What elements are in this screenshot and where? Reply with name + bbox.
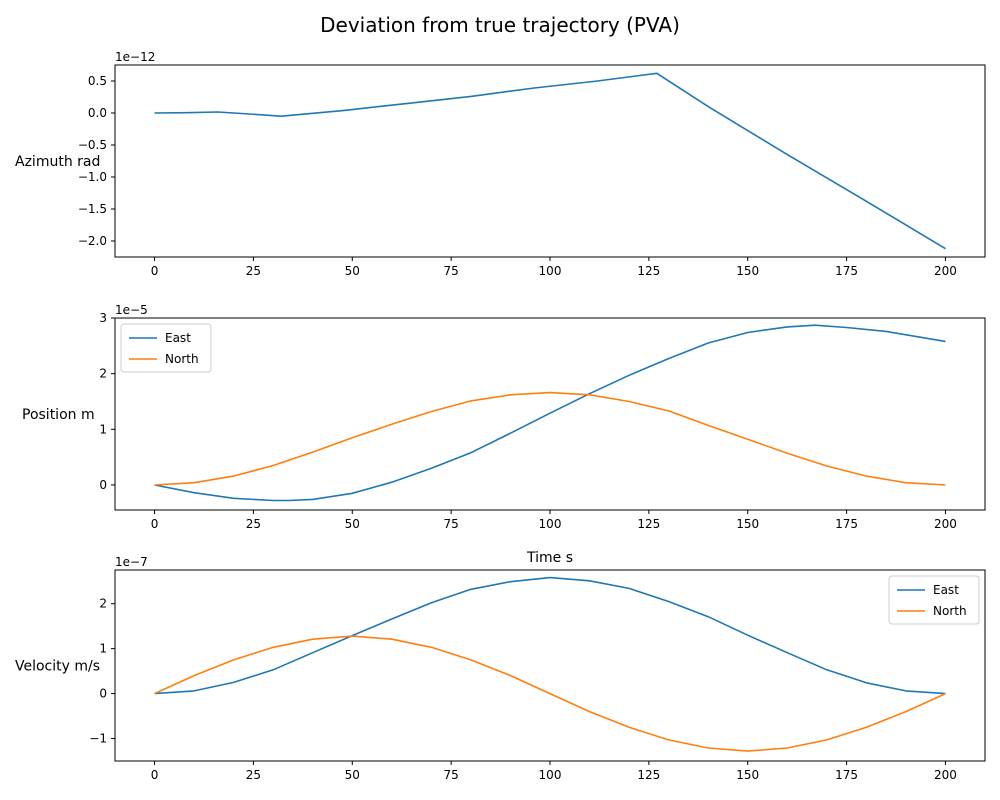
y-tick-label: −0.5 — [78, 138, 107, 152]
x-tick-label: 25 — [246, 768, 261, 782]
x-tick-label: 0 — [151, 264, 159, 278]
x-tick-label: 75 — [443, 264, 458, 278]
x-tick-label: 125 — [637, 517, 660, 531]
y-tick-label: 2 — [99, 597, 107, 611]
legend-label-east: East — [165, 331, 191, 345]
x-axis-label: Time s — [526, 550, 573, 566]
x-tick-label: 200 — [934, 768, 957, 782]
series-line-azimuth — [154, 72, 946, 250]
y-tick-label: −2.0 — [78, 234, 107, 248]
series-line-east — [154, 576, 946, 695]
y-tick-label: 3 — [99, 311, 107, 325]
y-tick-label: −1.0 — [78, 170, 107, 184]
subplot-1: 0 25 50 75 100 125 150 175 200 0.5 0.0 −0.5 −1.0 −1.5… — [15, 50, 986, 278]
axes-frame — [114, 569, 986, 762]
axis-offset-text: 1e−5 — [115, 303, 148, 317]
x-tick-label: 200 — [934, 264, 957, 278]
x-tick-label: 25 — [246, 264, 261, 278]
figure-title: Deviation from true trajectory (PVA) — [320, 13, 680, 37]
y-axis-label: Velocity m/s — [15, 659, 100, 675]
series-line-east — [154, 324, 946, 502]
legend: East North — [888, 575, 980, 625]
axis-offset-text: 1e−12 — [115, 50, 155, 64]
x-tick-label: 150 — [736, 517, 759, 531]
subplot-3: 0 25 50 75 100 125 150 175 200 2 1 0 −1 1e−7 Velocity … — [15, 555, 986, 782]
x-tick-label: 175 — [835, 768, 858, 782]
legend-box — [120, 323, 212, 373]
y-tick-label: 0.5 — [88, 74, 107, 88]
y-axis-label: Position m — [22, 407, 95, 423]
legend: East North — [120, 323, 212, 373]
x-tick-label: 150 — [736, 768, 759, 782]
x-tick-label: 50 — [345, 768, 360, 782]
axes-frame — [114, 64, 986, 258]
y-tick-label: 1 — [99, 642, 107, 656]
x-tick-label: 150 — [736, 264, 759, 278]
legend-box — [888, 575, 980, 625]
y-tick-label: 0 — [99, 478, 107, 492]
x-tick-label: 175 — [835, 264, 858, 278]
x-tick-label: 50 — [345, 517, 360, 531]
y-tick-label: 0.0 — [88, 106, 107, 120]
x-tick-label: 100 — [539, 264, 562, 278]
x-tick-label: 175 — [835, 517, 858, 531]
y-tick-label: −1.5 — [78, 202, 107, 216]
x-tick-label: 200 — [934, 517, 957, 531]
x-tick-label: 125 — [637, 264, 660, 278]
y-tick-label: −1 — [89, 732, 107, 746]
y-tick-label: 0 — [99, 687, 107, 701]
x-tick-label: 75 — [443, 768, 458, 782]
y-tick-label: 2 — [99, 367, 107, 381]
x-tick-label: 25 — [246, 517, 261, 531]
y-axis-label: Azimuth rad — [15, 154, 100, 170]
subplots: 0 25 50 75 100 125 150 175 2000.50.0−0.5−1.0−1.5… — [15, 50, 986, 782]
x-tick-label: 0 — [151, 517, 159, 531]
x-tick-label: 75 — [443, 517, 458, 531]
axis-offset-text: 1e−7 — [115, 555, 148, 569]
series-line-north — [154, 391, 946, 486]
x-tick-label: 100 — [539, 768, 562, 782]
legend-label-north: North — [933, 604, 967, 618]
y-tick-label: 1 — [99, 422, 107, 436]
x-tick-label: 0 — [151, 768, 159, 782]
legend-label-north: North — [165, 352, 199, 366]
series-line-north — [154, 635, 946, 752]
x-tick-label: 100 — [539, 517, 562, 531]
x-tick-label: 50 — [345, 264, 360, 278]
x-tick-label: 125 — [637, 768, 660, 782]
legend-label-east: East — [933, 583, 959, 597]
subplot-2: 0 25 50 75 100 125 150 175 200 0 1 2 3 1e−5 Position m… — [22, 303, 986, 566]
